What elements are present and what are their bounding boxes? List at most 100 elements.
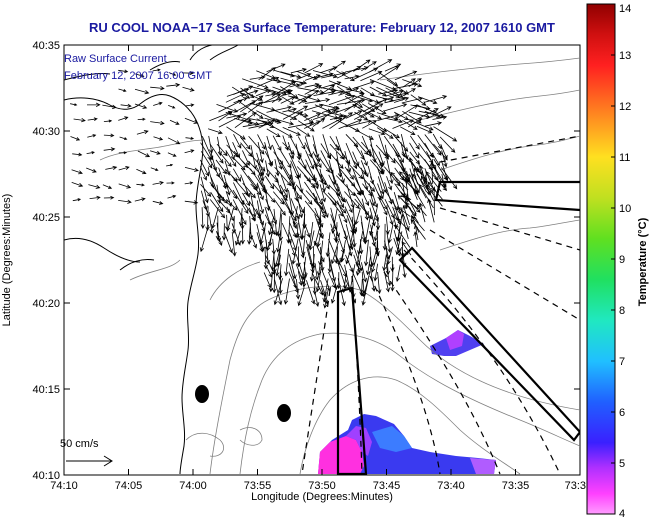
current-vector	[218, 115, 242, 128]
y-tick-label: 40:25	[32, 212, 60, 224]
current-vector	[378, 159, 385, 175]
current-vector	[378, 198, 388, 216]
current-vector	[335, 192, 344, 209]
current-vector	[313, 288, 320, 307]
current-vector	[361, 278, 369, 306]
current-vector	[344, 166, 354, 180]
current-vector	[401, 96, 424, 104]
current-vector	[371, 254, 378, 273]
current-vector	[287, 141, 295, 160]
current-vector	[329, 143, 345, 160]
current-vector	[427, 198, 435, 223]
scale-vector-label: 50 cm/s	[60, 438, 99, 450]
x-tick-label: 73:35	[502, 480, 530, 492]
current-vector	[369, 159, 384, 175]
x-tick-label: 74:05	[115, 480, 143, 492]
current-vector	[184, 181, 194, 185]
current-vector	[226, 126, 246, 140]
current-vector	[390, 264, 395, 292]
current-vector	[408, 78, 422, 88]
current-vector	[215, 159, 227, 175]
current-vector	[405, 201, 419, 224]
current-vector	[207, 128, 223, 135]
current-vector	[271, 89, 291, 104]
current-vector	[199, 224, 210, 253]
current-vector	[345, 142, 358, 170]
current-vector	[258, 67, 277, 81]
current-vector	[392, 119, 415, 129]
current-vector	[401, 241, 412, 256]
current-vector	[304, 103, 324, 111]
current-vector	[103, 147, 116, 152]
current-vector	[352, 104, 375, 118]
current-vector	[377, 113, 400, 121]
current-vector	[288, 110, 309, 118]
current-vector	[303, 222, 311, 238]
colorbar-tick-label: 12	[619, 101, 631, 113]
current-vector	[182, 86, 195, 92]
current-vector	[383, 270, 390, 293]
current-vector	[417, 168, 428, 181]
current-vector	[259, 222, 267, 245]
current-vector	[300, 214, 306, 241]
current-vector	[352, 136, 369, 156]
x-tick-label: 73:40	[437, 480, 465, 492]
current-vector	[211, 206, 219, 229]
current-vector	[328, 90, 345, 96]
current-vector	[166, 82, 181, 88]
current-vector	[86, 102, 101, 108]
current-vector	[305, 150, 315, 170]
current-vector	[301, 256, 307, 280]
current-vector	[297, 136, 306, 150]
current-vector	[344, 92, 365, 105]
current-vector	[185, 136, 195, 140]
colorbar-ticks: 4 5 6 7 8 9 10 11 12 13 14	[611, 3, 631, 519]
current-vector	[320, 143, 332, 160]
current-vector	[320, 198, 329, 219]
current-vector	[315, 264, 323, 293]
current-vector	[377, 66, 400, 81]
current-vector	[226, 199, 238, 211]
current-vector	[295, 279, 301, 300]
current-vector	[166, 163, 174, 167]
current-vector	[242, 182, 256, 199]
current-vector	[118, 88, 127, 92]
current-vector	[232, 168, 242, 182]
current-vector	[289, 182, 303, 200]
current-vector	[362, 120, 378, 129]
current-vector	[385, 151, 396, 164]
current-vector	[287, 121, 314, 129]
current-vector	[348, 264, 356, 293]
current-vector	[386, 246, 393, 266]
current-vector	[394, 70, 418, 81]
current-vector	[415, 108, 439, 121]
current-vector	[233, 134, 242, 149]
current-vector	[242, 78, 269, 89]
current-vector	[210, 192, 224, 213]
current-vector	[304, 142, 318, 168]
current-vector	[416, 125, 433, 134]
current-vector	[283, 278, 290, 305]
current-vector	[268, 272, 274, 293]
current-vector	[432, 115, 448, 120]
current-vector	[327, 247, 332, 273]
current-vector	[257, 76, 280, 87]
island-marker-2	[277, 404, 291, 422]
current-vector	[390, 171, 409, 191]
current-vector	[274, 166, 292, 187]
current-vector	[73, 117, 86, 123]
current-vector	[271, 81, 297, 97]
current-vector	[336, 158, 345, 184]
current-vector	[282, 127, 302, 136]
current-vector	[338, 87, 360, 96]
current-vector	[249, 93, 264, 101]
current-vector	[282, 107, 297, 113]
colorbar-tick-label: 11	[619, 152, 630, 164]
current-vector	[359, 279, 364, 297]
current-vector	[70, 136, 81, 141]
colorbar-tick-label: 6	[619, 407, 625, 419]
current-vector	[328, 94, 356, 106]
x-tick-label: 73:55	[244, 480, 272, 492]
